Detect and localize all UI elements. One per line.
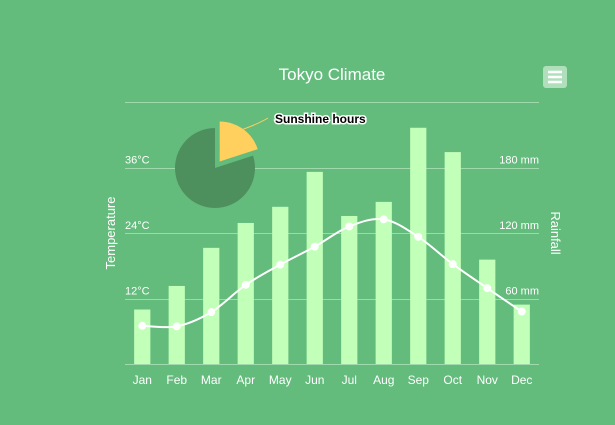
rainfall-bar [444, 152, 461, 364]
temperature-point [207, 308, 216, 317]
x-tick-label: Apr [236, 373, 255, 387]
x-tick-label: Dec [511, 373, 532, 387]
axes: Jan Feb Mar Apr May Jun Jul Aug Sep Oct Nov Dec 12°C… [125, 155, 539, 387]
y-right-tick-label: 120 mm [499, 220, 539, 232]
temperature-point [483, 284, 492, 293]
temperature-point [517, 307, 526, 316]
temperature-point [138, 321, 147, 330]
y-left-tick-label: 12°C [125, 286, 150, 298]
gridlines [125, 102, 539, 300]
rainfall-bar [513, 304, 530, 364]
sunshine-pie: Sunshine hours [175, 111, 368, 208]
hamburger-menu-icon [548, 70, 562, 84]
chart-title: Tokyo Climate [279, 65, 386, 84]
rainfall-bar [272, 206, 289, 364]
rainfall-bar [479, 259, 496, 364]
y-left-tick-label: 24°C [125, 220, 150, 232]
y-axis-right-title: Rainfall [548, 211, 563, 254]
temperature-line-path [142, 217, 523, 329]
temperature-point [276, 260, 285, 269]
temperature-point [172, 322, 181, 331]
temperature-point [379, 215, 388, 224]
x-tick-label: Jun [305, 373, 324, 387]
temperature-point [241, 280, 250, 289]
pie-slice-rest [175, 127, 256, 208]
x-tick-label: Aug [373, 373, 394, 387]
x-tick-label: Feb [166, 373, 187, 387]
x-tick-label: Jul [342, 373, 357, 387]
y-right-tick-label: 180 mm [499, 155, 539, 167]
rainfall-bar [341, 215, 358, 364]
rainfall-bar [134, 309, 151, 364]
y-right-tick-label: 60 mm [505, 286, 539, 298]
pie-label: Sunshine hours [275, 112, 366, 126]
x-tick-label: Sep [408, 373, 430, 387]
temperature-point [310, 242, 319, 251]
rainfall-bar [410, 127, 427, 364]
pie-connector [243, 117, 269, 130]
rainfall-bar [237, 222, 254, 364]
y-axis-left-title: Temperature [103, 197, 118, 270]
rainfall-bar [306, 171, 323, 364]
x-tick-label: Nov [477, 373, 498, 387]
y-left-tick-label: 36°C [125, 155, 150, 167]
rainfall-bars [134, 127, 530, 364]
pie-slice-sunshine [219, 121, 258, 162]
x-tick-label: Jan [133, 373, 152, 387]
rainfall-bar [375, 201, 392, 364]
temperature-point [345, 222, 354, 231]
temperature-point [448, 260, 457, 269]
x-tick-label: May [269, 373, 292, 387]
temperature-point [414, 232, 423, 241]
menu-button[interactable] [543, 66, 567, 88]
x-tick-label: Oct [443, 373, 462, 387]
x-tick-label: Mar [201, 373, 222, 387]
temperature-line [138, 215, 526, 331]
rainfall-bar [203, 247, 220, 364]
